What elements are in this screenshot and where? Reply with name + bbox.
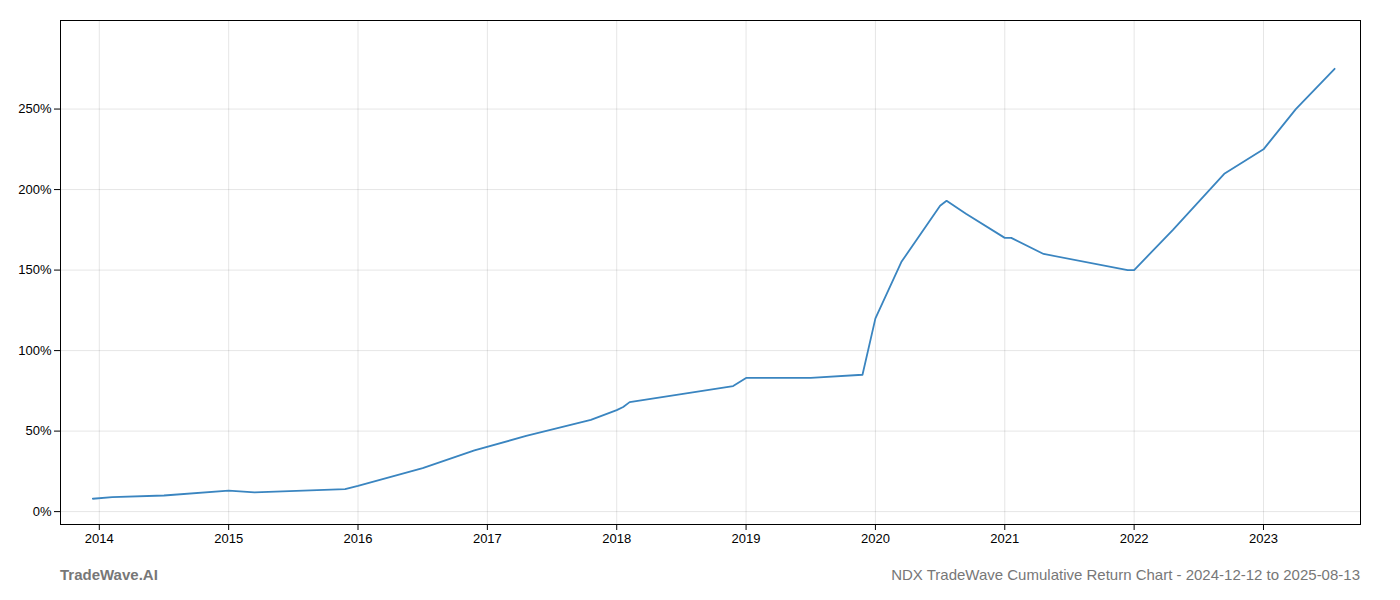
svg-text:2016: 2016 (344, 531, 373, 546)
svg-text:2023: 2023 (1249, 531, 1278, 546)
svg-text:2018: 2018 (602, 531, 631, 546)
svg-text:0%: 0% (33, 504, 52, 519)
svg-text:2014: 2014 (85, 531, 114, 546)
svg-text:2020: 2020 (861, 531, 890, 546)
svg-text:50%: 50% (25, 423, 51, 438)
svg-text:2019: 2019 (732, 531, 761, 546)
svg-text:250%: 250% (18, 101, 52, 116)
svg-text:150%: 150% (18, 262, 52, 277)
html-text:NDX TradeWave Cumulative Retur: NDX TradeWave Cumulative Return Chart - … (891, 566, 1360, 583)
svg-text:2015: 2015 (214, 531, 243, 546)
svg-text:2021: 2021 (990, 531, 1019, 546)
svg-text:2017: 2017 (473, 531, 502, 546)
svg-text:100%: 100% (18, 343, 52, 358)
svg-text:2022: 2022 (1120, 531, 1149, 546)
html-text:TradeWave.AI: TradeWave.AI (60, 566, 158, 583)
svg-text:200%: 200% (18, 182, 52, 197)
